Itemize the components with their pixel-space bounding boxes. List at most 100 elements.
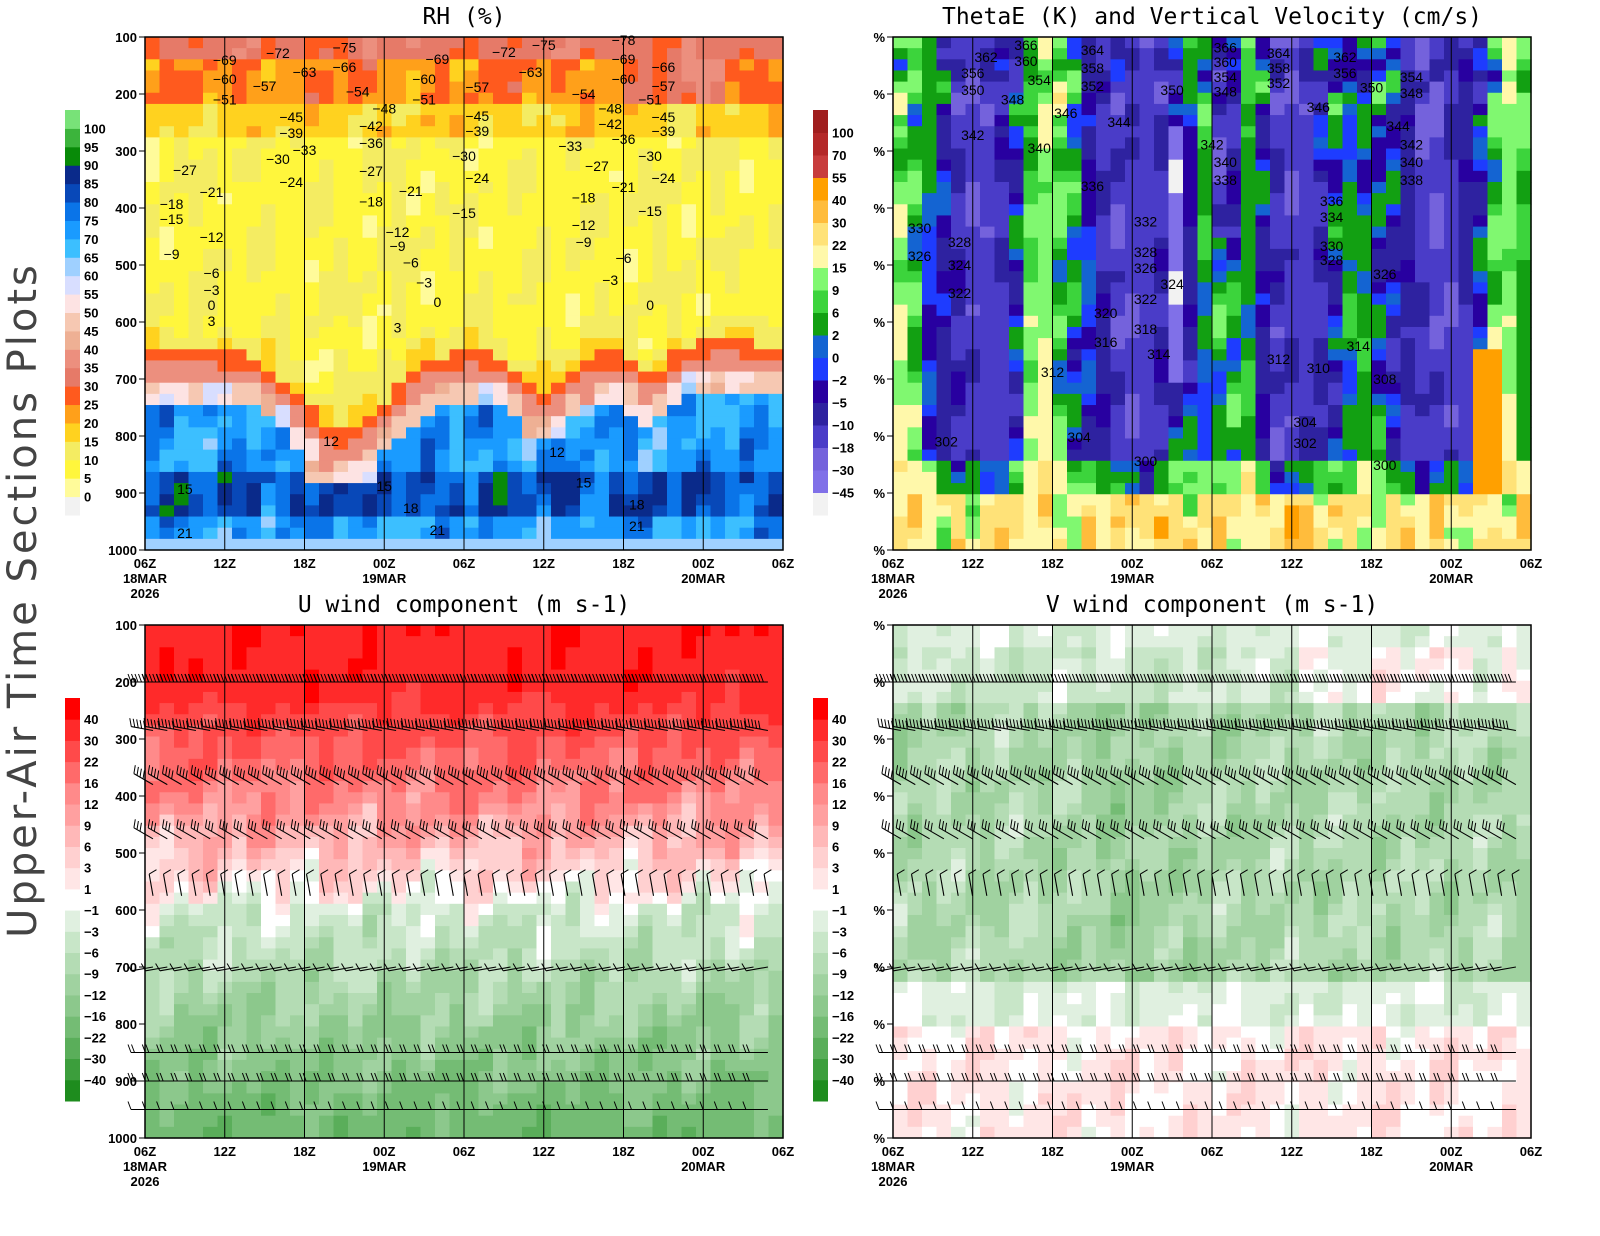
field-cell [507,170,523,183]
colorbar-label: −10 [832,418,854,433]
field-cell [893,349,909,362]
field-cell [1197,148,1213,161]
field-cell [1110,371,1126,384]
field-cell [1270,181,1286,194]
contour-label: −54 [346,84,370,100]
field-cell [1400,271,1416,283]
field-cell [1487,159,1503,172]
field-cell [348,215,364,228]
field-cell [1226,159,1242,172]
field-cell [290,438,306,451]
field-cell [1183,304,1199,317]
field-cell [994,393,1010,406]
field-cell [1458,405,1474,417]
field-cell [145,427,161,440]
field-cell [319,159,335,172]
field-cell [1357,382,1373,395]
field-cell [1096,103,1112,116]
field-cell [1212,48,1228,60]
colorbar-label: 9 [832,283,839,298]
field-cell [951,438,967,451]
field-cell [1255,204,1271,217]
field-cell [304,1071,320,1083]
field-cell [1067,248,1083,261]
field-cell [652,449,668,462]
field-cell [1429,416,1445,428]
contour-label: 0 [208,297,216,313]
field-cell [1502,371,1518,384]
field-cell [261,680,277,693]
field-cell [246,494,262,506]
field-cell [681,293,697,306]
field-cell [261,382,277,395]
field-cell [652,494,668,506]
field-cell [261,505,277,518]
field-cell [478,204,494,217]
field-cell [522,103,538,116]
field-cell [1096,438,1112,451]
field-cell [1183,226,1199,239]
field-cell [754,237,770,250]
field-cell [1038,382,1054,395]
field-cell [1357,460,1373,473]
field-cell [290,516,306,529]
field-cell [145,148,161,161]
field-cell [725,115,741,127]
field-cell [493,204,509,217]
field-cell [667,148,683,161]
field-cell [1299,226,1315,239]
field-cell [681,371,697,384]
field-cell [1168,226,1184,239]
field-cell [188,1082,204,1094]
field-cell [174,260,190,272]
field-cell [638,81,654,94]
field-cell [681,349,697,362]
field-cell [275,449,291,462]
field-cell [1270,505,1286,518]
field-cell [275,427,291,440]
field-cell [1226,193,1242,205]
field-cell [1313,103,1329,116]
field-cell [1154,282,1170,295]
field-cell [580,449,596,462]
field-cell [232,636,248,648]
field-cell [1226,382,1242,395]
field-cell [203,505,219,518]
field-cell [232,1104,248,1117]
field-cell [1081,271,1097,283]
field-cell [1168,349,1184,362]
field-cell [609,181,625,194]
field-cell [710,215,726,228]
field-cell [290,948,306,961]
colorbar-label: 15 [832,261,846,276]
field-cell [1516,427,1532,440]
field-cell [391,393,407,406]
field-cell [565,92,581,105]
field-cell [1502,115,1518,127]
field-cell [1415,505,1431,518]
field-cell [203,1015,219,1028]
field-cell [1415,427,1431,440]
field-cell [1458,159,1474,172]
contour-label: −21 [200,184,224,200]
field-cell [522,282,538,295]
field-cell [304,1104,320,1117]
field-cell [994,126,1010,138]
field-cell [304,747,320,760]
field-cell [1415,494,1431,506]
field-cell [493,59,509,72]
field-cell [507,360,523,373]
field-cell [232,315,248,328]
field-cell [1400,193,1416,205]
contour-label: −39 [279,125,303,141]
field-cell [1487,371,1503,384]
field-cell [275,226,291,239]
field-cell [304,625,320,637]
field-cell [290,505,306,518]
field-cell [623,371,639,384]
field-cell [246,781,262,793]
field-cell [203,371,219,384]
field-cell [1502,159,1518,172]
field-cell [1052,260,1068,272]
field-cell [493,360,509,373]
